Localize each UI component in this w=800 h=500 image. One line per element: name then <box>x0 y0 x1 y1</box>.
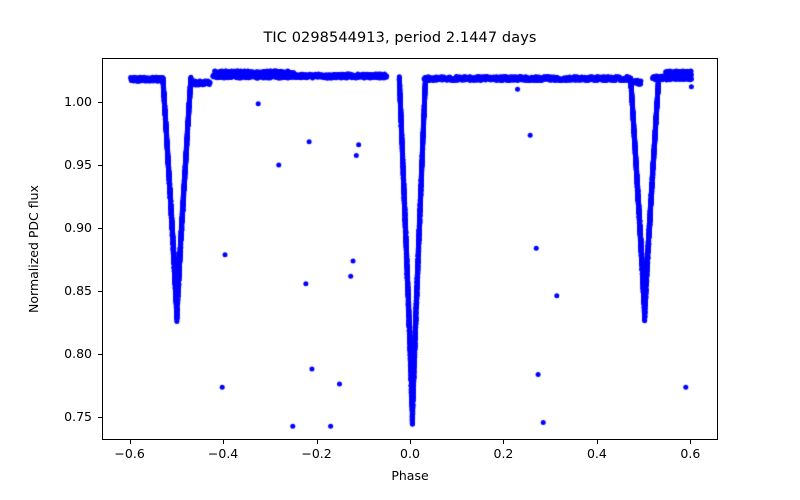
chart-title: TIC 0298544913, period 2.1447 days <box>263 30 537 46</box>
y-tick-label: 1.00 <box>64 93 92 109</box>
y-tick-label: 0.80 <box>64 346 92 362</box>
y-tick-label: 0.85 <box>64 282 92 298</box>
x-tick-mark <box>223 440 225 444</box>
x-tick-label: −0.4 <box>207 446 239 461</box>
x-tick-label: 0.6 <box>680 446 701 461</box>
x-tick-label: 0.0 <box>400 446 420 461</box>
x-tick-label: −0.6 <box>114 446 145 461</box>
y-tick-mark <box>98 354 102 356</box>
x-tick-mark <box>503 440 505 444</box>
y-tick-mark <box>98 417 102 419</box>
y-tick-mark <box>98 164 102 166</box>
x-tick-mark <box>129 440 131 444</box>
y-tick-label: 0.95 <box>64 156 92 172</box>
x-tick-label: 0.2 <box>493 446 514 461</box>
x-tick-mark <box>410 440 411 444</box>
x-tick-mark <box>316 440 318 444</box>
x-tick-mark <box>596 440 598 444</box>
y-tick-label: 0.75 <box>64 409 92 425</box>
y-axis-label: Normalized PDC flux <box>26 185 41 313</box>
plot-axes-frame <box>102 58 719 441</box>
x-tick-label: −0.2 <box>301 446 332 461</box>
x-tick-mark <box>690 440 692 444</box>
scatter-plot-area <box>103 59 719 441</box>
x-axis-label: Phase <box>391 468 429 483</box>
y-tick-mark <box>98 227 102 229</box>
y-tick-mark <box>98 290 102 292</box>
x-tick-label: 0.4 <box>586 446 607 461</box>
y-tick-mark <box>98 101 102 103</box>
y-tick-label: 0.90 <box>64 219 92 235</box>
